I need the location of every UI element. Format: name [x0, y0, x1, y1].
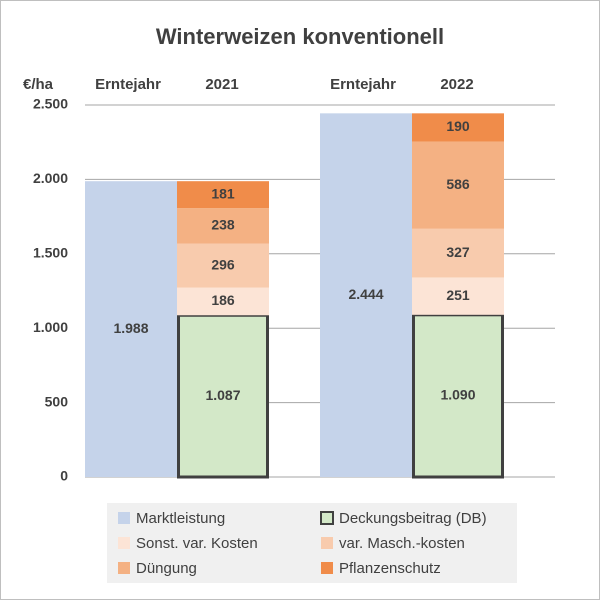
bar	[412, 277, 504, 315]
legend-box	[107, 503, 517, 583]
y-tick-label: 2.000	[33, 170, 68, 186]
legend-marker	[320, 511, 334, 525]
bar	[412, 228, 504, 278]
data-label: 2.444	[348, 286, 383, 302]
bar	[177, 243, 269, 288]
bar	[177, 287, 269, 316]
legend-label: Deckungsbeitrag (DB)	[339, 510, 487, 527]
data-label: 327	[446, 244, 470, 260]
category-prefix: Erntejahr	[95, 76, 161, 93]
data-label: 586	[446, 176, 470, 192]
data-label: 1.988	[113, 320, 148, 336]
category-prefix: Erntejahr	[330, 76, 396, 93]
y-tick-label: 1.500	[33, 245, 68, 261]
legend-label: Sonst. var. Kosten	[136, 535, 258, 552]
legend-marker	[118, 512, 130, 524]
legend-marker	[118, 562, 130, 574]
data-label: 238	[211, 217, 235, 233]
chart-title: Winterweizen konventionell	[156, 24, 444, 49]
legend-label: Pflanzenschutz	[339, 560, 441, 577]
bar	[412, 141, 504, 229]
x-tick-label: 2022	[440, 76, 473, 93]
data-label: 186	[211, 292, 235, 308]
y-axis-label: €/ha	[23, 76, 54, 93]
legend-label: var. Masch.-kosten	[339, 535, 465, 552]
data-label: 251	[446, 287, 470, 303]
bar	[177, 181, 269, 209]
y-tick-label: 2.500	[33, 96, 68, 112]
y-tick-label: 1.000	[33, 319, 68, 335]
legend-marker	[118, 537, 130, 549]
data-label: 1.090	[440, 387, 475, 403]
bar	[320, 113, 412, 478]
data-label: 181	[211, 185, 235, 201]
bar	[412, 113, 504, 142]
data-label: 296	[211, 256, 235, 272]
data-label: 190	[446, 118, 470, 134]
legend-label: Marktleistung	[136, 510, 225, 527]
bar	[177, 208, 269, 244]
legend-label: Düngung	[136, 560, 197, 577]
legend-marker	[321, 562, 333, 574]
legend-marker	[321, 537, 333, 549]
y-tick-label: 500	[45, 393, 69, 409]
x-tick-label: 2021	[205, 76, 238, 93]
bar	[85, 181, 177, 477]
bar	[412, 313, 504, 479]
data-label: 1.087	[205, 387, 240, 403]
y-tick-label: 0	[60, 468, 68, 484]
